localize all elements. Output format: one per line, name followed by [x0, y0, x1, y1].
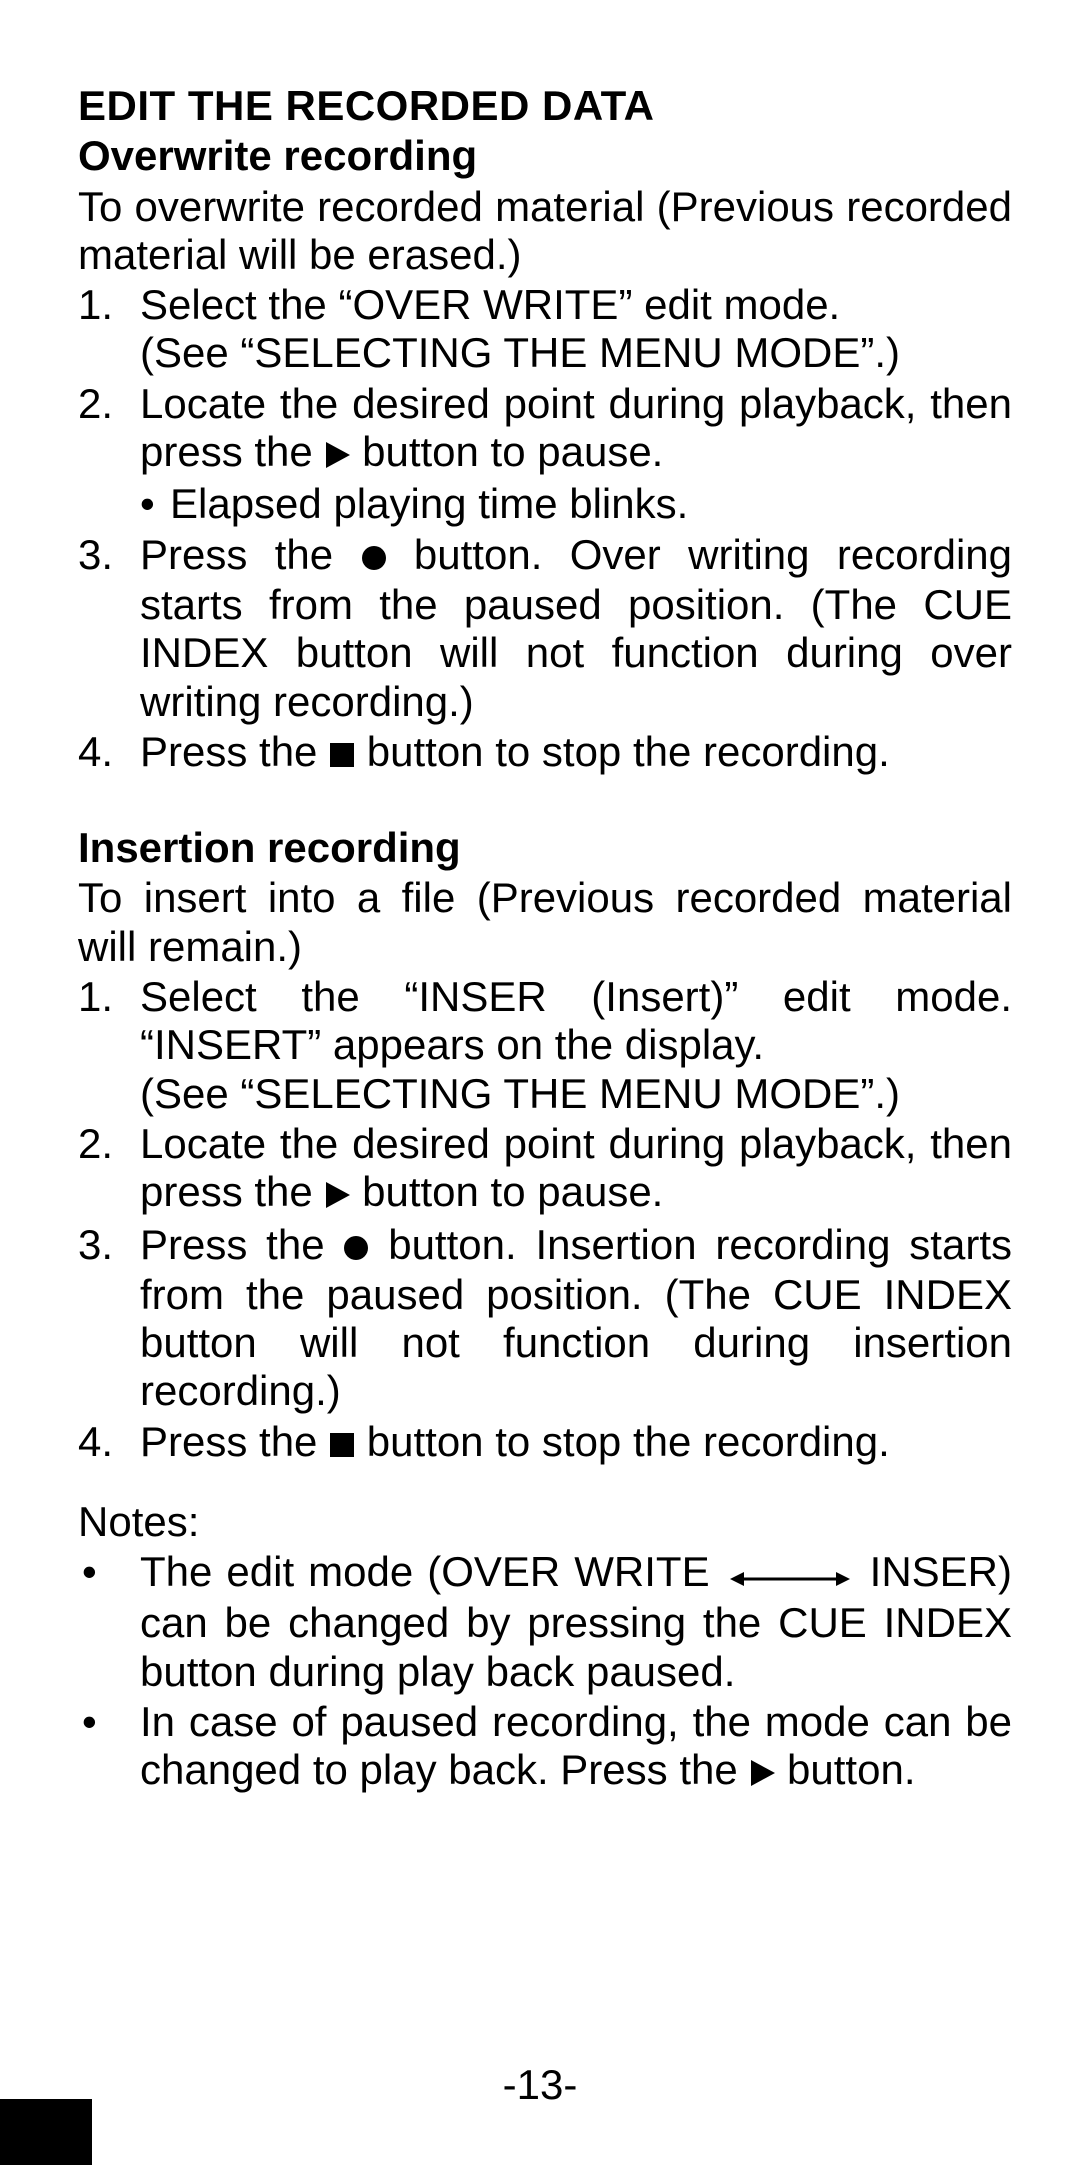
- list-item: 1.Select the “OVER WRITE” edit mode.(See…: [78, 281, 1012, 378]
- note-item: •In case of paused recording, the mode c…: [78, 1698, 1012, 1797]
- step-list: 1.Select the “OVER WRITE” edit mode.(See…: [78, 281, 1012, 778]
- list-item-number: 1.: [78, 281, 140, 378]
- list-item-number: 3.: [78, 531, 140, 726]
- step-list: 1.Select the “INSER (Insert)” edit mode.…: [78, 973, 1012, 1468]
- section-overwrite: Overwrite recordingTo overwrite recorded…: [78, 132, 1012, 778]
- note-body: The edit mode (OVER WRITE INSER) can be …: [140, 1548, 1012, 1696]
- list-item-body: Select the “INSER (Insert)” edit mode. “…: [140, 973, 1012, 1118]
- record-icon: [361, 533, 387, 581]
- list-item: 3.Press the button. Insertion recording …: [78, 1221, 1012, 1416]
- list-item-number: 3.: [78, 1221, 140, 1416]
- play-icon: [324, 430, 350, 478]
- sub-bullet-body: Elapsed playing time blinks.: [170, 480, 688, 528]
- list-item: 4.Press the button to stop the recording…: [78, 1418, 1012, 1468]
- list-item: 1.Select the “INSER (Insert)” edit mode.…: [78, 973, 1012, 1118]
- list-item-body: Select the “OVER WRITE” edit mode.(See “…: [140, 281, 1012, 378]
- stop-icon: [329, 1420, 355, 1468]
- stop-icon: [329, 730, 355, 778]
- list-item-number: 1.: [78, 973, 140, 1118]
- section-intro: To overwrite recorded material (Previous…: [78, 183, 1012, 280]
- list-item: 2.Locate the desired point during playba…: [78, 380, 1012, 479]
- section-heading: Overwrite recording: [78, 132, 1012, 180]
- list-item-number: 4.: [78, 728, 140, 778]
- list-item-body: Locate the desired point during playback…: [140, 1120, 1012, 1219]
- list-item-number: 2.: [78, 380, 140, 479]
- section-intro: To insert into a file (Previous recorded…: [78, 874, 1012, 971]
- bullet-dot: •: [78, 1698, 140, 1797]
- list-item: 3.Press the button. Over writing recordi…: [78, 531, 1012, 726]
- section-heading: Insertion recording: [78, 824, 1012, 872]
- list-item-number: 2.: [78, 1120, 140, 1219]
- list-sub-bullet: •Elapsed playing time blinks.: [140, 480, 1012, 528]
- section-gap: [78, 780, 1012, 824]
- play-icon: [324, 1170, 350, 1218]
- list-item-body: Locate the desired point during playback…: [140, 380, 1012, 479]
- manual-page: EDIT THE RECORDED DATA Overwrite recordi…: [0, 0, 1080, 1797]
- list-item-body: Press the button. Over writing recording…: [140, 531, 1012, 726]
- list-item-body: Press the button to stop the recording.: [140, 1418, 1012, 1468]
- play-icon: [749, 1748, 775, 1796]
- record-icon: [343, 1223, 369, 1271]
- note-body: In case of paused recording, the mode ca…: [140, 1698, 1012, 1797]
- list-item: 4.Press the button to stop the recording…: [78, 728, 1012, 778]
- page-title: EDIT THE RECORDED DATA: [78, 82, 1012, 130]
- list-item-number: 4.: [78, 1418, 140, 1468]
- list-item: 2.Locate the desired point during playba…: [78, 1120, 1012, 1219]
- notes-list: •The edit mode (OVER WRITE INSER) can be…: [78, 1548, 1012, 1796]
- note-item: •The edit mode (OVER WRITE INSER) can be…: [78, 1548, 1012, 1696]
- section-insertion: Insertion recordingTo insert into a file…: [78, 824, 1012, 1468]
- page-number: -13-: [0, 2061, 1080, 2109]
- list-item-body: Press the button to stop the recording.: [140, 728, 1012, 778]
- bullet-dot: •: [78, 1548, 140, 1696]
- notes-label: Notes:: [78, 1498, 1012, 1546]
- bullet-dot: •: [140, 480, 170, 528]
- double-arrow-icon: [730, 1551, 850, 1599]
- list-item-body: Press the button. Insertion recording st…: [140, 1221, 1012, 1416]
